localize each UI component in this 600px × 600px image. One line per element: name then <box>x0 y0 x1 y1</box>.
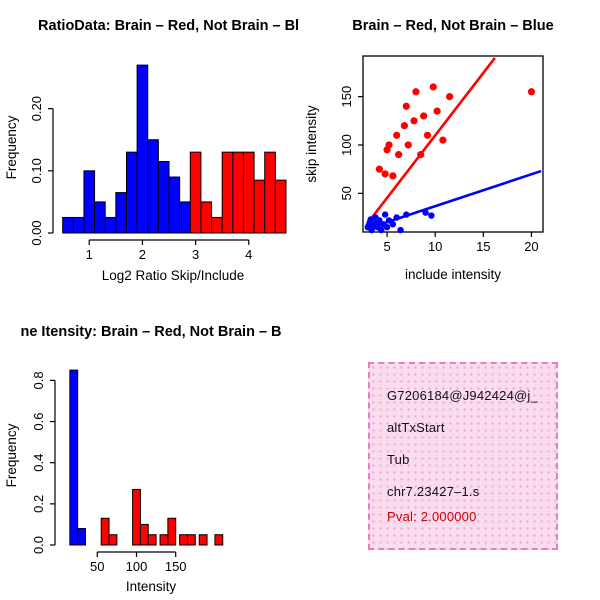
svg-text:20: 20 <box>524 239 538 254</box>
svg-text:150: 150 <box>339 86 354 108</box>
svg-text:100: 100 <box>339 134 354 156</box>
svg-text:0.4: 0.4 <box>31 454 46 472</box>
svg-text:ne Itensity: Brain – Red, Not: ne Itensity: Brain – Red, Not Brain – B <box>20 324 281 340</box>
svg-text:15: 15 <box>476 239 490 254</box>
chromosome-location-label: chr7.23427–1.s <box>387 484 480 499</box>
svg-text:10: 10 <box>428 239 442 254</box>
svg-text:include intensity: include intensity <box>405 267 501 282</box>
pval-label: Pval: 2.000000 <box>387 509 477 524</box>
panel-intensity-histogram: 50 100 150 0.0 0.2 0.4 0.6 0.8 ne Itensity: Brai… <box>0 300 300 600</box>
intensity-histogram-chart: 50 100 150 0.0 0.2 0.4 0.6 0.8 ne Itensity: Brai… <box>4 324 282 594</box>
svg-text:4: 4 <box>245 247 252 262</box>
svg-text:0.0: 0.0 <box>31 536 46 554</box>
panel-intensity-scatter: 5 10 15 20 50 100 150 Brain – Red, Not Brain – … <box>300 0 600 300</box>
svg-text:0.00: 0.00 <box>29 220 44 245</box>
svg-text:Brain – Red, Not Brain – Blue: Brain – Red, Not Brain – Blue <box>352 18 553 34</box>
svg-text:2: 2 <box>139 247 146 262</box>
intensity-scatter-chart: 5 10 15 20 50 100 150 Brain – Red, Not Brain – … <box>304 18 554 282</box>
svg-text:Frequency: Frequency <box>4 423 19 487</box>
ratio-histogram-chart: 1 2 3 4 0.00 0.10 0.20 RatioData: Brain – Red, … <box>4 18 300 283</box>
svg-text:0.10: 0.10 <box>29 158 44 183</box>
svg-text:0.20: 0.20 <box>29 96 44 121</box>
svg-text:Log2 Ratio Skip/Include: Log2 Ratio Skip/Include <box>102 268 245 283</box>
svg-text:50: 50 <box>339 186 354 200</box>
svg-text:3: 3 <box>192 247 199 262</box>
svg-text:0.2: 0.2 <box>31 495 46 513</box>
svg-text:Frequency: Frequency <box>4 115 19 179</box>
svg-text:1: 1 <box>86 247 93 262</box>
svg-text:0.8: 0.8 <box>31 371 46 389</box>
svg-text:RatioData: Brain – Red, Not Br: RatioData: Brain – Red, Not Brain – Blu <box>38 18 300 34</box>
svg-text:50: 50 <box>90 559 104 574</box>
svg-text:0.6: 0.6 <box>31 413 46 431</box>
svg-text:5: 5 <box>383 239 390 254</box>
event-type-label: altTxStart <box>387 420 445 435</box>
panel-ratio-histogram: 1 2 3 4 0.00 0.10 0.20 RatioData: Brain – Red, … <box>0 0 300 300</box>
gene-id-label: G7206184@J942424@j_ <box>387 388 538 403</box>
svg-text:150: 150 <box>165 559 187 574</box>
svg-text:skip intensity: skip intensity <box>304 105 319 183</box>
gene-name-label: Tub <box>387 452 410 467</box>
gene-info-box: G7206184@J942424@j_ altTxStart Tub chr7.… <box>368 362 558 550</box>
panel-gene-info: G7206184@J942424@j_ altTxStart Tub chr7.… <box>300 300 600 600</box>
svg-text:Intensity: Intensity <box>126 579 177 594</box>
svg-text:100: 100 <box>126 559 148 574</box>
